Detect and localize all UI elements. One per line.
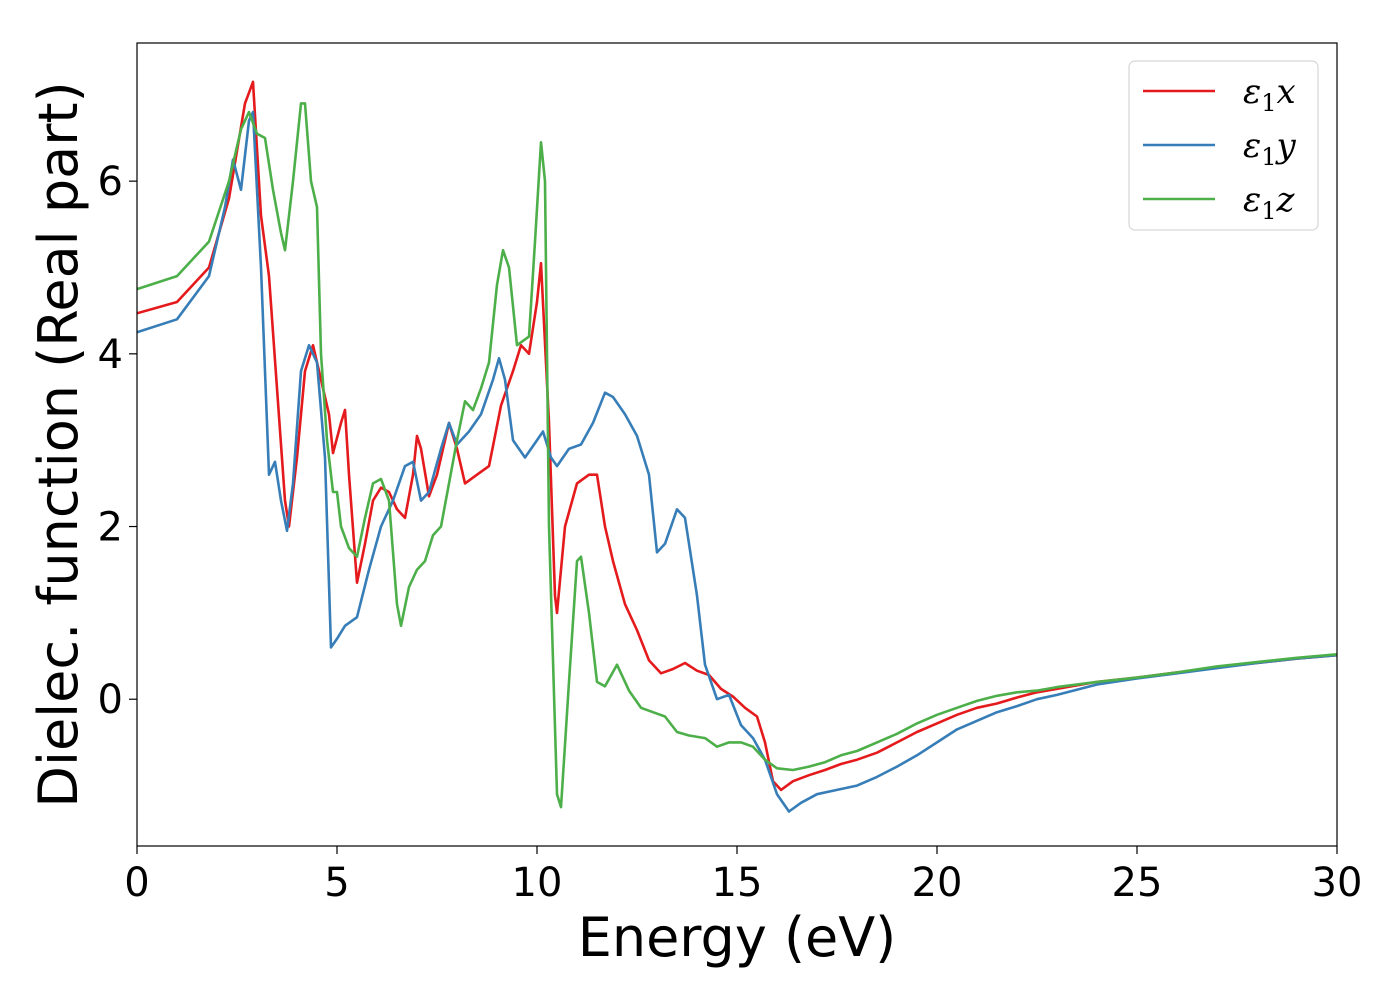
y-tick-label: 6 [98,159,123,205]
x-tick-label: 0 [124,860,149,906]
y-axis: 0 2 4 6 [98,159,137,723]
x-tick-label: 30 [1312,860,1363,906]
y-tick-label: 4 [98,332,123,378]
x-axis: 0 5 10 15 20 25 30 [124,846,1362,906]
x-tick-label: 15 [712,860,763,906]
y-axis-title: Dielec. function (Real part) [27,81,90,807]
x-tick-label: 25 [1112,860,1163,906]
legend-label-z: ε1z [1243,180,1296,225]
series-line-z [137,102,1337,809]
series-line-x [137,80,1337,792]
legend-label-y: ε1y [1243,126,1297,171]
x-tick-label: 5 [324,860,349,906]
x-tick-label: 20 [912,860,963,906]
x-tick-label: 10 [512,860,563,906]
series-layer [137,80,1337,813]
y-tick-label: 0 [98,677,123,723]
series-line-y [137,110,1337,813]
legend-box [1128,60,1319,231]
legend: ε1x ε1y ε1z [1128,60,1319,231]
x-axis-title: Energy (eV) [578,906,897,969]
y-tick-label: 2 [98,505,123,551]
legend-label-x: ε1x [1243,72,1296,117]
